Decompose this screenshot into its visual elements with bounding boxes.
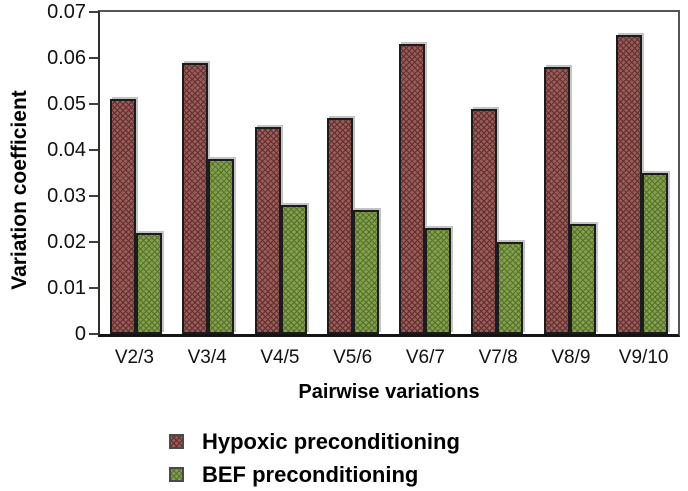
y-axis-tick bbox=[89, 56, 98, 59]
bar-hypoxic-V7/8 bbox=[471, 108, 498, 334]
bar-hypoxic-V4/5 bbox=[254, 127, 281, 334]
x-axis-label-V8/9: V8/9 bbox=[551, 347, 591, 368]
bar-bef-V2/3 bbox=[136, 232, 163, 334]
bar-hypoxic-V6/7 bbox=[399, 44, 426, 334]
y-axis-tick bbox=[89, 194, 98, 197]
bar-bef-V7/8 bbox=[497, 242, 524, 334]
y-axis-tick-label: 0.07 bbox=[47, 1, 86, 23]
legend-swatch-bef-icon bbox=[169, 467, 184, 482]
bar-group-V4/5 bbox=[245, 12, 317, 334]
bar-bef-V9/10 bbox=[641, 173, 668, 334]
legend-item-bef: BEF preconditioning bbox=[169, 458, 460, 491]
bar-bef-V8/9 bbox=[569, 223, 596, 334]
bar-group-V3/4 bbox=[172, 12, 244, 334]
bar-group-V2/3 bbox=[100, 12, 172, 334]
x-axis-label-V5/6: V5/6 bbox=[333, 347, 373, 368]
x-axis-label-V7/8: V7/8 bbox=[478, 347, 518, 368]
legend-swatch-hypoxic-icon bbox=[169, 434, 184, 449]
x-axis-title: Pairwise variations bbox=[298, 381, 480, 403]
plot-area: 0.07 0.06 0.05 0.04 0.03 0.02 0.01 0 bbox=[47, 2, 680, 344]
y-axis-tick-label: 0.06 bbox=[47, 47, 86, 69]
y-axis-tick bbox=[89, 333, 98, 335]
y-axis-tick bbox=[89, 11, 98, 13]
bar-hypoxic-V2/3 bbox=[110, 99, 137, 334]
bar-bef-V4/5 bbox=[280, 205, 307, 334]
bar-bef-V6/7 bbox=[425, 228, 452, 334]
y-axis-tick-label: 0.02 bbox=[47, 231, 86, 253]
legend-label-bef: BEF preconditioning bbox=[202, 461, 419, 487]
y-axis-tick-label: 0.01 bbox=[47, 277, 86, 299]
y-axis-tick-label: 0.04 bbox=[47, 139, 86, 161]
bar-group-V7/8 bbox=[461, 12, 533, 334]
legend-item-hypoxic: Hypoxic preconditioning bbox=[169, 425, 460, 458]
bar-bef-V3/4 bbox=[208, 159, 235, 334]
y-axis-tick-label: 0 bbox=[74, 323, 86, 345]
bar-group-V8/9 bbox=[534, 12, 606, 334]
bar-hypoxic-V3/4 bbox=[182, 62, 209, 334]
x-axis-label-V3/4: V3/4 bbox=[187, 347, 227, 368]
x-axis-label-V6/7: V6/7 bbox=[405, 347, 445, 368]
bar-group-V6/7 bbox=[389, 12, 461, 334]
bar-hypoxic-V5/6 bbox=[326, 117, 353, 334]
y-axis-tick-label: 0.05 bbox=[47, 93, 86, 115]
y-axis-tick bbox=[89, 149, 98, 151]
y-axis-tick bbox=[89, 241, 98, 243]
x-axis-label-V2/3: V2/3 bbox=[114, 347, 154, 368]
legend: Hypoxic preconditioning BEF precondition… bbox=[169, 425, 460, 491]
y-axis-tick bbox=[89, 102, 98, 105]
bar-group-V9/10 bbox=[606, 12, 678, 334]
bar-bef-V5/6 bbox=[352, 209, 379, 334]
x-axis-label-V9/10: V9/10 bbox=[618, 347, 669, 368]
x-axis-label-V4/5: V4/5 bbox=[260, 347, 300, 368]
y-axis-tick-label: 0.03 bbox=[47, 185, 86, 207]
bar-hypoxic-V8/9 bbox=[543, 67, 570, 334]
x-axis-labels: V2/3 V3/4 V4/5 V5/6 V6/7 V7/8 V8/9 V9/10 bbox=[98, 346, 680, 370]
legend-label-hypoxic: Hypoxic preconditioning bbox=[202, 428, 460, 454]
bar-hypoxic-V9/10 bbox=[615, 35, 642, 334]
y-axis-tick bbox=[89, 287, 98, 289]
bar-group-V5/6 bbox=[317, 12, 389, 334]
